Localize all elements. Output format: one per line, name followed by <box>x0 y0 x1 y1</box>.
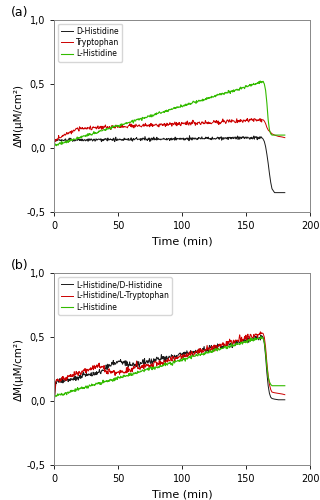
Line: L-Histidine: L-Histidine <box>54 81 285 146</box>
Line: L-Histidine/D-Histidine: L-Histidine/D-Histidine <box>54 336 285 401</box>
L-Histidine/D-Histidine <box>241 337 244 343</box>
L-Histidine/L-Tryptophan <box>52 396 56 402</box>
L-Histidine <box>259 334 263 340</box>
L-Histidine/D-Histidine <box>259 332 263 338</box>
Tryptophan <box>224 119 228 125</box>
L-Histidine <box>150 366 154 372</box>
Tryptophan <box>52 136 56 141</box>
L-Histidine <box>111 378 115 384</box>
L-Histidine <box>54 143 58 149</box>
Text: (a): (a) <box>11 6 28 19</box>
L-Histidine/D-Histidine <box>186 350 190 356</box>
L-Histidine/D-Histidine <box>246 338 250 344</box>
L-Histidine <box>234 87 238 93</box>
D-Histidine <box>185 136 188 141</box>
L-Histidine/D-Histidine <box>170 353 174 359</box>
L-Histidine/L-Tryptophan <box>259 329 262 335</box>
D-Histidine <box>273 190 276 196</box>
Line: L-Histidine: L-Histidine <box>54 336 285 396</box>
L-Histidine/L-Tryptophan <box>246 334 250 340</box>
Tryptophan <box>63 132 67 138</box>
Legend: D-Histidine, Tryptophan, L-Histidine: D-Histidine, Tryptophan, L-Histidine <box>58 24 122 62</box>
L-Histidine <box>144 114 148 120</box>
L-Histidine <box>182 356 186 362</box>
Tryptophan <box>53 139 57 145</box>
D-Histidine <box>181 136 185 142</box>
D-Histidine <box>151 134 155 140</box>
L-Histidine/D-Histidine <box>211 346 215 352</box>
L-Histidine/L-Tryptophan <box>186 353 190 359</box>
L-Histidine/D-Histidine <box>283 397 287 403</box>
Tryptophan <box>102 123 106 129</box>
L-Histidine <box>170 362 174 368</box>
L-Histidine <box>52 142 56 148</box>
Tryptophan <box>283 134 287 140</box>
L-Histidine/L-Tryptophan <box>211 348 215 354</box>
L-Histidine/L-Tryptophan <box>220 342 224 348</box>
L-Histidine <box>136 116 140 122</box>
D-Histidine <box>145 137 148 143</box>
L-Histidine <box>147 365 150 371</box>
L-Histidine <box>52 393 56 399</box>
Line: L-Histidine/L-Tryptophan: L-Histidine/L-Tryptophan <box>54 332 285 400</box>
X-axis label: Time (min): Time (min) <box>152 236 213 246</box>
Tryptophan <box>245 116 249 121</box>
L-Histidine <box>216 92 220 98</box>
Text: (b): (b) <box>11 260 28 272</box>
D-Histidine <box>102 136 106 142</box>
L-Histidine/L-Tryptophan <box>283 392 287 398</box>
L-Histidine <box>283 132 287 138</box>
Tryptophan <box>71 128 75 134</box>
Line: Tryptophan: Tryptophan <box>54 118 285 142</box>
L-Histidine <box>128 119 132 125</box>
Y-axis label: ΔM(μM/cm²): ΔM(μM/cm²) <box>13 338 24 400</box>
Tryptophan <box>176 120 180 126</box>
L-Histidine <box>54 394 58 400</box>
L-Histidine <box>213 92 217 98</box>
Line: D-Histidine: D-Histidine <box>54 136 285 192</box>
L-Histidine/D-Histidine <box>52 398 56 404</box>
L-Histidine <box>258 78 262 84</box>
D-Histidine <box>188 133 191 139</box>
X-axis label: Time (min): Time (min) <box>152 490 213 500</box>
D-Histidine <box>70 138 74 143</box>
Legend: L-Histidine/D-Histidine, L-Histidine/L-Tryptophan, L-Histidine: L-Histidine/D-Histidine, L-Histidine/L-T… <box>58 277 172 314</box>
L-Histidine/D-Histidine <box>220 344 224 349</box>
L-Histidine/L-Tryptophan <box>241 336 244 342</box>
Tryptophan <box>179 122 182 128</box>
L-Histidine <box>214 346 218 352</box>
L-Histidine/L-Tryptophan <box>170 358 174 364</box>
D-Histidine <box>52 137 56 143</box>
L-Histidine <box>283 382 287 388</box>
D-Histidine <box>283 190 287 196</box>
Y-axis label: ΔM(μM/cm²): ΔM(μM/cm²) <box>13 84 24 148</box>
